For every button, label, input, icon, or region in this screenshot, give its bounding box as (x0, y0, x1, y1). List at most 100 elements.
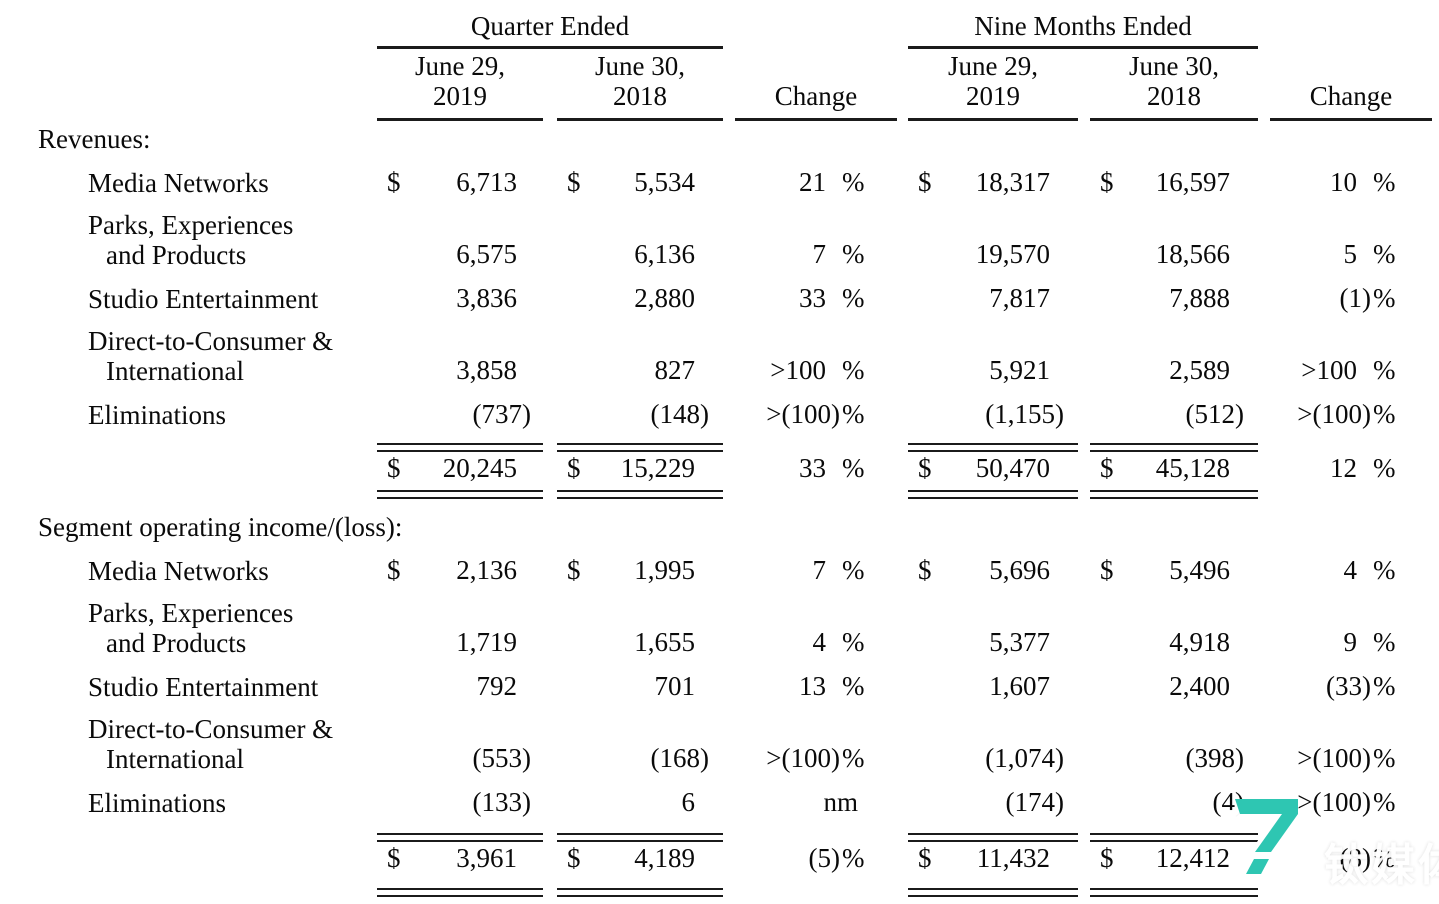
cell-value: >(100) (1297, 743, 1371, 773)
operating-section-heading: Segment operating income/(loss): (38, 512, 403, 542)
cell-value: 21 (799, 167, 826, 197)
cell-value: 5,534 (634, 167, 695, 197)
cell-n2019: 7,817 (908, 283, 1090, 321)
percent-sign: % (1373, 787, 1396, 817)
cell-value: 2,136 (456, 555, 517, 585)
cell-n-change: >(100)% (1270, 743, 1439, 781)
cell-value: 5,921 (989, 355, 1050, 385)
cell-value: (8) (1339, 843, 1371, 873)
cell-value: (512) (1185, 399, 1244, 429)
cell-value: 1,995 (634, 555, 695, 585)
cell-n2018: 2,400 (1090, 671, 1270, 709)
cell-value: (5) (808, 843, 840, 873)
cell-q-change: 7% (735, 555, 908, 593)
column-underline (735, 118, 897, 121)
row-media-networks-revenue: Media Networks $6,713 $5,534 21% $18,317… (0, 161, 1439, 205)
cell-value: (168) (650, 743, 709, 773)
cell-n2018: $5,496 (1090, 555, 1270, 593)
cell-value: 3,836 (456, 283, 517, 313)
cell-value: 19,570 (975, 239, 1050, 269)
total-bottom-rule-row (0, 490, 1439, 499)
cell-n2019: (174) (908, 787, 1090, 825)
cell-n-change: 9% (1270, 627, 1439, 665)
cell-value: 7,817 (989, 283, 1050, 313)
cell-q-change: 13% (735, 671, 908, 709)
total-top-rule-row (0, 443, 1439, 452)
row-label: Parks, Experiences and Products (88, 210, 294, 270)
dollar-sign: $ (567, 453, 581, 483)
row-label: Eliminations (88, 400, 226, 430)
tmtpost-watermark: TMTPOST 钛媒体 (1222, 788, 1439, 900)
percent-sign: % (1373, 743, 1396, 773)
row-dtc-operating: Direct-to-Consumer & International (553) … (0, 709, 1439, 781)
percent-sign: % (1373, 555, 1396, 585)
cell-value: 1,719 (456, 627, 517, 657)
col-header-nine-2019: June 29, 2019 (948, 51, 1038, 111)
cell-q2019: 3,858 (377, 355, 557, 393)
percent-sign: % (842, 671, 865, 701)
percent-sign: % (842, 627, 865, 657)
cell-n-change: 12% (1270, 453, 1439, 488)
cell-value: 3,858 (456, 355, 517, 385)
cell-value: nm (823, 787, 858, 817)
double-rule (377, 443, 543, 452)
row-label: Eliminations (88, 788, 226, 818)
percent-sign: % (1373, 167, 1396, 197)
cell-q-change: 33% (735, 283, 908, 321)
row-label: Media Networks (88, 168, 269, 198)
double-rule (557, 888, 723, 897)
percent-sign: % (1373, 283, 1396, 313)
cell-q-change: >100% (735, 355, 908, 393)
cell-q-change: nm (735, 787, 908, 825)
cell-value: 1,655 (634, 627, 695, 657)
cell-q2018: 6,136 (557, 239, 735, 277)
cell-value: 701 (654, 671, 696, 701)
cell-value: 16,597 (1155, 167, 1230, 197)
percent-sign: % (1373, 843, 1396, 873)
total-top-rule-row (0, 833, 1439, 842)
cell-value: 4,189 (634, 843, 695, 873)
cell-n2018: $16,597 (1090, 167, 1270, 205)
cell-value: 6,136 (634, 239, 695, 269)
percent-sign: % (842, 399, 865, 429)
percent-sign: % (1373, 399, 1396, 429)
cell-value: >100 (1301, 355, 1357, 385)
cell-q2018: (168) (557, 743, 735, 781)
cell-value: 12,412 (1155, 843, 1230, 873)
column-underline-row (0, 118, 1439, 121)
cell-n2018: $12,412 (1090, 843, 1270, 878)
cell-value: 33 (799, 283, 826, 313)
cell-n2019: $5,696 (908, 555, 1090, 593)
row-label: Direct-to-Consumer & International (88, 714, 334, 774)
cell-value: >(100) (766, 399, 840, 429)
cell-value: 2,589 (1169, 355, 1230, 385)
cell-n2019: $11,432 (908, 843, 1090, 878)
double-rule (557, 833, 723, 842)
cell-n2018: 4,918 (1090, 627, 1270, 665)
cell-value: >(100) (1297, 787, 1371, 817)
double-rule (1090, 490, 1258, 499)
column-header-row: June 29, 2019 June 30, 2018 Change June … (0, 49, 1439, 113)
double-rule (908, 490, 1078, 499)
row-label: Parks, Experiences and Products (88, 598, 294, 658)
group-underline-row (0, 46, 1439, 49)
cell-n-change: 10% (1270, 167, 1439, 205)
tmtpost-logo-icon (1222, 799, 1298, 885)
cell-q2018: 827 (557, 355, 735, 393)
cell-value: 15,229 (620, 453, 695, 483)
row-media-networks-operating: Media Networks $2,136 $1,995 7% $5,696 $… (0, 549, 1439, 593)
cell-value: 5,696 (989, 555, 1050, 585)
cell-q-change: 33% (735, 453, 908, 488)
col-header-nine-change: Change (1309, 81, 1393, 111)
row-label: Media Networks (88, 556, 269, 586)
cell-n-change: >100% (1270, 355, 1439, 393)
column-underline (557, 118, 723, 121)
row-dtc-revenue: Direct-to-Consumer & International 3,858 … (0, 321, 1439, 393)
cell-value: 5,377 (989, 627, 1050, 657)
cell-value: 2,400 (1169, 671, 1230, 701)
cell-q2018: $1,995 (557, 555, 735, 593)
cell-q2018: $4,189 (557, 843, 735, 878)
cell-value: 18,317 (975, 167, 1050, 197)
cell-q2019: 1,719 (377, 627, 557, 665)
